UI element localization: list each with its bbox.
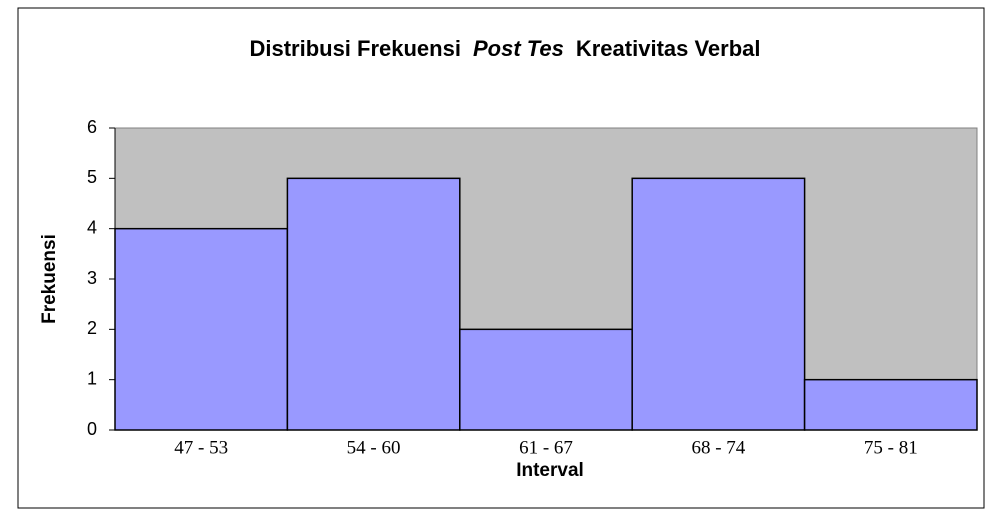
title-part: Kreativitas Verbal [576,36,761,61]
y-axis-label: Frekuensi [39,234,60,324]
bar [286,177,461,431]
y-tick-label: 2 [87,318,97,338]
bar [631,177,806,431]
title-part: Distribusi Frekuensi [249,36,461,61]
y-tick-label: 3 [87,268,97,288]
x-tick-label: 54 - 60 [347,437,401,458]
bar [803,378,978,431]
x-tick-label: 75 - 81 [864,437,918,458]
bar [114,227,289,431]
y-tick-label: 5 [87,167,97,187]
y-tick-label: 1 [87,368,97,388]
y-tick-label: 4 [87,217,97,237]
bar [459,328,633,431]
x-axis-label: Interval [516,460,584,481]
x-tick-label: 68 - 74 [691,437,745,458]
x-tick-label: 61 - 67 [519,437,573,458]
y-tick-label: 0 [87,419,97,439]
x-tick-label: 47 - 53 [174,437,228,458]
y-tick-label: 6 [87,117,97,137]
chart-title: Distribusi Frekuensi Post Tes Kreativitas … [249,36,760,61]
title-part: Post Tes [473,36,564,61]
